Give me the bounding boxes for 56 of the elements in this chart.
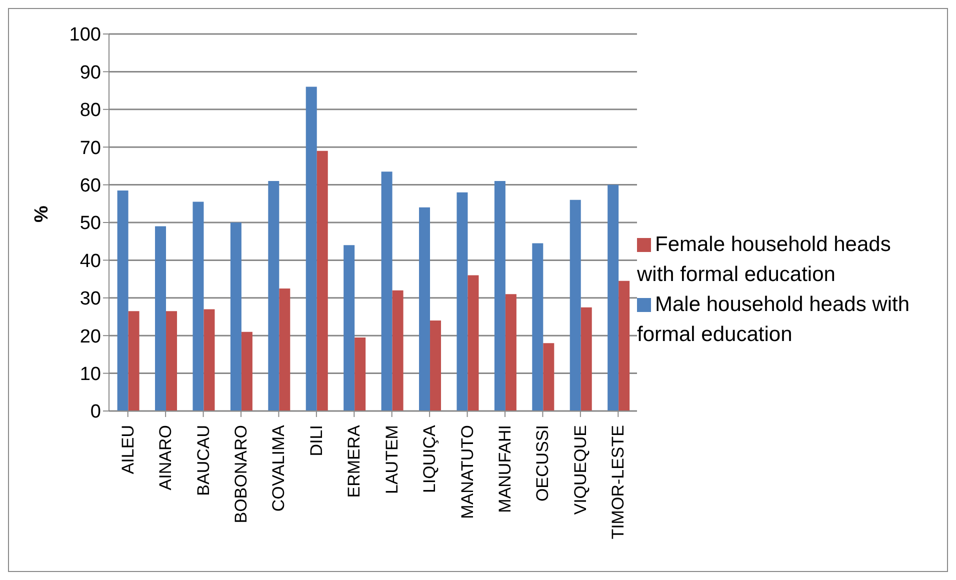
bar: [381, 172, 392, 411]
x-tick-label: AINARO: [156, 425, 176, 490]
x-tick-label: DILI: [306, 425, 326, 456]
bar: [392, 290, 404, 411]
bar: [155, 226, 166, 411]
bar: [456, 192, 468, 411]
bar: [241, 332, 252, 411]
bar: [344, 245, 355, 411]
y-tick-label: 100: [69, 24, 101, 46]
bar: [505, 294, 516, 411]
bar: [580, 307, 592, 411]
bar: [468, 275, 479, 411]
bar: [543, 343, 554, 411]
bar: [608, 184, 619, 411]
bar: [230, 222, 242, 411]
x-tick-label: MANUFAHI: [496, 425, 514, 513]
bar: [192, 202, 204, 411]
bar: [268, 181, 280, 411]
y-tick-label: 0: [90, 402, 101, 423]
y-tick-label: 30: [80, 288, 101, 310]
x-tick-label: ERMERA: [344, 424, 364, 498]
bar: [494, 181, 506, 411]
y-tick-label: 10: [80, 364, 101, 386]
x-tick-label: MANATUTO: [458, 425, 477, 519]
y-axis-title: %: [32, 206, 53, 222]
bar: [570, 200, 581, 411]
bar: [618, 280, 630, 411]
bar: [128, 311, 140, 411]
x-tick-label: BOBONARO: [232, 425, 250, 524]
bar: [430, 320, 442, 411]
y-tick-label: 70: [80, 138, 101, 159]
bar: [306, 86, 317, 411]
x-tick-label: OECUSSI: [533, 425, 552, 502]
x-tick-label: VIQUEQUE: [570, 425, 590, 515]
x-tick-label: AILEU: [118, 425, 138, 474]
x-tick-label: COVALIMA: [269, 424, 288, 512]
bar: [204, 309, 215, 411]
bar: [117, 190, 128, 411]
bar: [316, 150, 328, 411]
x-tick-label: LIQUIÇA: [420, 424, 440, 494]
x-tick-label: LAUTEM: [382, 425, 402, 494]
y-tick-label: 50: [80, 213, 101, 234]
y-tick-label: 80: [80, 100, 101, 122]
bar: [419, 207, 430, 411]
y-tick-label: 60: [80, 176, 101, 197]
y-tick-label: 90: [80, 62, 101, 84]
legend-label: Female household heads with formal education: [637, 233, 891, 286]
y-tick-label: 20: [80, 326, 101, 348]
x-tick-label: BAUCAU: [194, 425, 213, 496]
x-tick-label: TIMOR-LESTE: [608, 425, 628, 540]
legend-label: Male household heads with formal education: [637, 293, 910, 346]
bar: [532, 243, 544, 411]
y-tick-label: 40: [80, 250, 101, 272]
bar: [279, 288, 290, 411]
bar: [166, 311, 178, 411]
bar: [354, 337, 366, 411]
